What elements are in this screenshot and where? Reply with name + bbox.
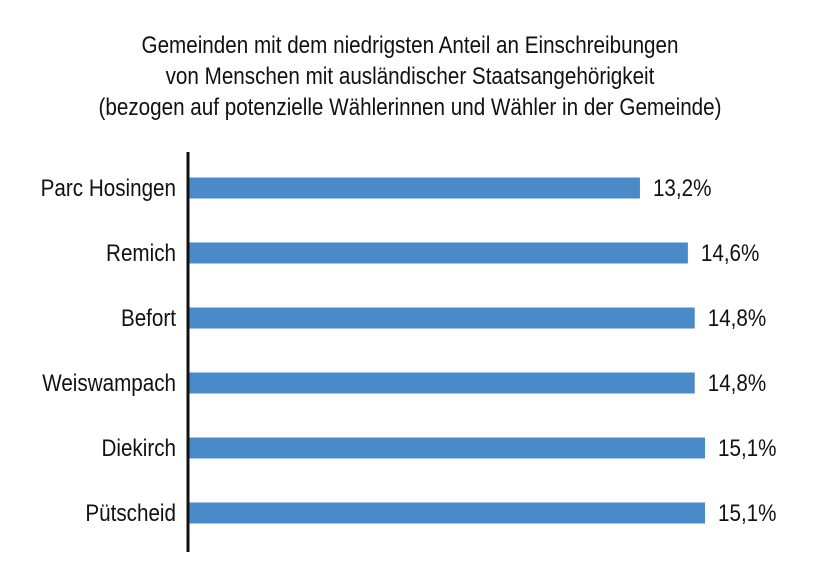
value-label-5: 15,1% (718, 500, 777, 527)
value-label-1: 14,6% (701, 240, 760, 267)
value-label-0: 13,2% (653, 175, 712, 202)
chart-title-line-3: (bezogen auf potenzielle Wählerinnen und… (98, 94, 722, 121)
category-label-0: Parc Hosingen (41, 175, 176, 202)
bar-0 (188, 177, 640, 199)
value-label-2: 14,8% (708, 305, 767, 332)
bar-2 (188, 307, 695, 329)
chart-title-line-2: von Menschen mit ausländischer Staatsang… (165, 63, 655, 90)
category-label-1: Remich (106, 240, 176, 267)
chart-title-line-1: Gemeinden mit dem niedrigsten Anteil an … (141, 32, 679, 59)
value-label-4: 15,1% (718, 435, 777, 462)
chart-title: Gemeinden mit dem niedrigsten Anteil an … (57, 30, 762, 123)
bar-5 (188, 502, 705, 524)
category-label-2: Befort (121, 305, 177, 332)
category-label-4: Diekirch (101, 435, 176, 462)
value-label-3: 14,8% (708, 370, 767, 397)
category-label-3: Weiswampach (42, 370, 176, 397)
bar-3 (188, 372, 695, 394)
bar-1 (188, 242, 688, 264)
bar-4 (188, 437, 705, 459)
category-label-5: Pütscheid (85, 500, 176, 527)
